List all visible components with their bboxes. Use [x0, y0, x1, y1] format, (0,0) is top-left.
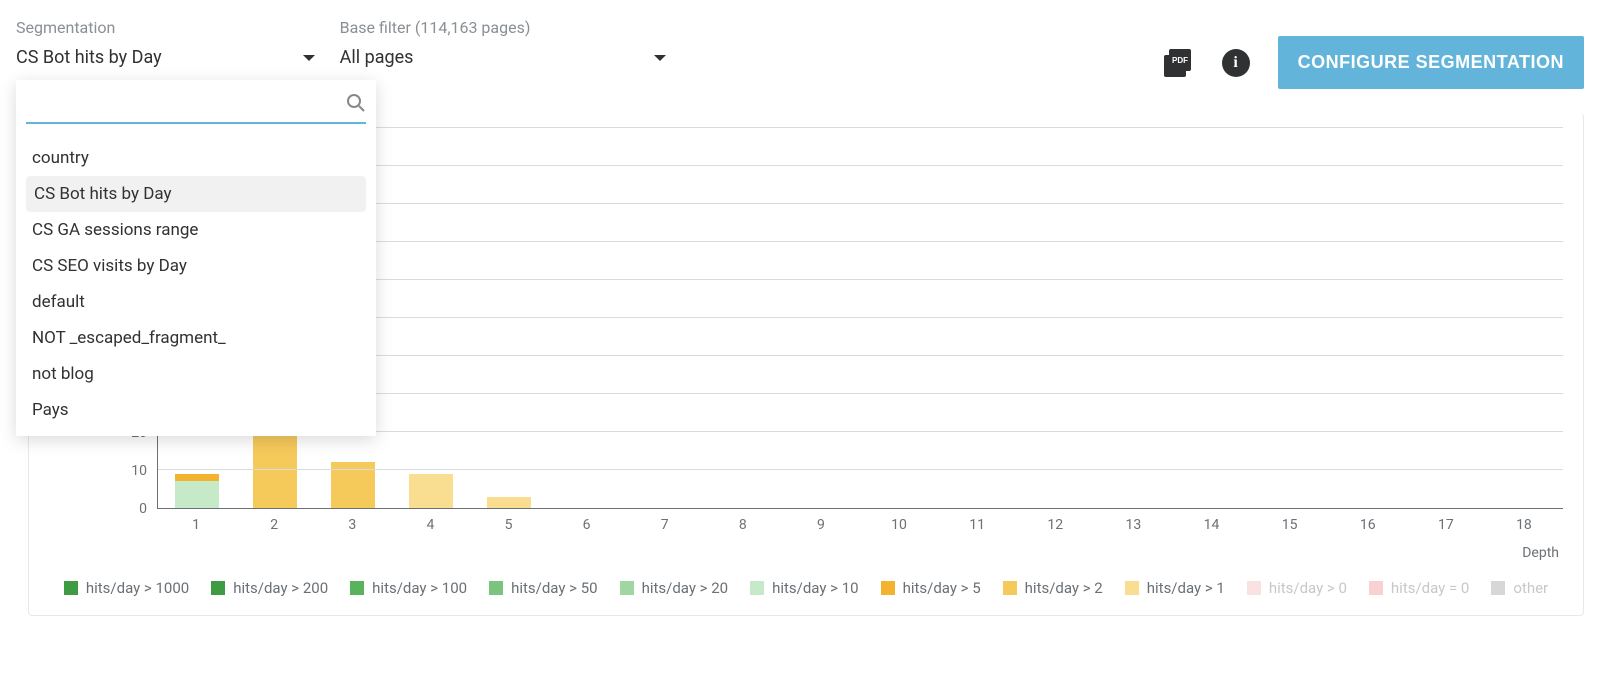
legend-label: hits/day = 0	[1391, 579, 1469, 597]
legend-item[interactable]: hits/day > 200	[211, 579, 328, 597]
legend-label: hits/day > 1	[1147, 579, 1225, 597]
dropdown-search-input[interactable]	[26, 92, 346, 118]
y-tick: 0	[39, 501, 147, 517]
legend-swatch	[750, 581, 764, 595]
basefilter-label: Base filter (114,163 pages)	[340, 18, 668, 37]
legend-swatch	[1369, 581, 1383, 595]
y-tick: 10	[39, 463, 147, 479]
x-tick: 11	[969, 517, 985, 533]
legend-item[interactable]: hits/day > 20	[620, 579, 729, 597]
legend-item[interactable]: hits/day > 10	[750, 579, 859, 597]
export-pdf-button[interactable]: PDF	[1164, 49, 1194, 77]
x-tick: 12	[1047, 517, 1063, 533]
dropdown-search	[26, 88, 366, 124]
legend-swatch	[881, 581, 895, 595]
x-tick: 2	[270, 517, 278, 533]
bar-segment	[409, 474, 453, 508]
x-tick: 13	[1126, 517, 1142, 533]
legend-label: hits/day > 1000	[86, 579, 189, 597]
bar-segment	[175, 481, 219, 508]
legend-item[interactable]: hits/day > 1000	[64, 579, 189, 597]
legend-item[interactable]: hits/day > 5	[881, 579, 981, 597]
caret-down-icon	[302, 54, 316, 62]
legend-item[interactable]: hits/day > 1	[1125, 579, 1225, 597]
legend-label: hits/day > 2	[1025, 579, 1103, 597]
bar[interactable]	[409, 474, 453, 508]
dropdown-item[interactable]: Pays	[16, 392, 376, 428]
legend-item[interactable]: other	[1491, 579, 1548, 597]
segmentation-filter: Segmentation CS Bot hits by Day	[16, 18, 316, 72]
legend-label: hits/day > 50	[511, 579, 598, 597]
legend-label: hits/day > 200	[233, 579, 328, 597]
legend-item[interactable]: hits/day > 50	[489, 579, 598, 597]
x-tick: 18	[1516, 517, 1532, 533]
dropdown-item[interactable]: NOT _escaped_fragment_	[16, 320, 376, 356]
dropdown-item[interactable]: CS SEO visits by Day	[16, 248, 376, 284]
caret-down-icon	[653, 54, 667, 62]
svg-text:PDF: PDF	[1172, 56, 1188, 65]
x-tick: 15	[1282, 517, 1298, 533]
legend-swatch	[211, 581, 225, 595]
bar-segment	[487, 497, 531, 508]
legend-swatch	[350, 581, 364, 595]
dropdown-item[interactable]: default	[16, 284, 376, 320]
x-tick: 10	[891, 517, 907, 533]
legend-label: hits/day > 100	[372, 579, 467, 597]
x-tick: 14	[1204, 517, 1220, 533]
legend: hits/day > 1000 hits/day > 200 hits/day > …	[49, 579, 1563, 597]
legend-item[interactable]: hits/day > 0	[1247, 579, 1347, 597]
dropdown-item[interactable]: not blog	[16, 356, 376, 392]
gridline	[158, 469, 1563, 470]
configure-segmentation-button[interactable]: CONFIGURE SEGMENTATION	[1278, 36, 1584, 89]
x-tick: 4	[426, 517, 434, 533]
top-actions: PDF i CONFIGURE SEGMENTATION	[1164, 36, 1584, 89]
legend-swatch	[1125, 581, 1139, 595]
legend-label: hits/day > 10	[772, 579, 859, 597]
legend-swatch	[489, 581, 503, 595]
legend-label: hits/day > 0	[1269, 579, 1347, 597]
legend-swatch	[1003, 581, 1017, 595]
basefilter-filter: Base filter (114,163 pages) All pages	[340, 18, 668, 72]
legend-swatch	[1491, 581, 1505, 595]
segmentation-dropdown-panel: countryCS Bot hits by DayCS GA sessions …	[16, 80, 376, 436]
x-tick: 1	[192, 517, 200, 533]
x-tick: 7	[661, 517, 669, 533]
legend-swatch	[64, 581, 78, 595]
dropdown-item[interactable]: country	[16, 140, 376, 176]
bar[interactable]	[487, 497, 531, 508]
info-icon: i	[1222, 49, 1250, 77]
x-tick: 8	[739, 517, 747, 533]
segmentation-label: Segmentation	[16, 18, 316, 37]
legend-swatch	[1247, 581, 1261, 595]
x-tick: 6	[583, 517, 591, 533]
legend-swatch	[620, 581, 634, 595]
legend-item[interactable]: hits/day > 100	[350, 579, 467, 597]
legend-label: hits/day > 5	[903, 579, 981, 597]
legend-item[interactable]: hits/day > 2	[1003, 579, 1103, 597]
legend-label: other	[1513, 579, 1548, 597]
x-tick: 3	[348, 517, 356, 533]
x-axis: 123456789101112131415161718	[157, 517, 1563, 539]
legend-item[interactable]: hits/day = 0	[1369, 579, 1469, 597]
segmentation-dropdown-trigger[interactable]: CS Bot hits by Day	[16, 43, 316, 72]
bar[interactable]	[175, 474, 219, 508]
legend-label: hits/day > 20	[642, 579, 729, 597]
dropdown-item[interactable]: CS GA sessions range	[16, 212, 376, 248]
x-tick: 9	[817, 517, 825, 533]
x-tick: 17	[1438, 517, 1454, 533]
x-axis-title: Depth	[49, 545, 1563, 561]
x-tick: 16	[1360, 517, 1376, 533]
search-icon	[346, 93, 366, 117]
basefilter-selected: All pages	[340, 47, 414, 68]
dropdown-item[interactable]: CS Bot hits by Day	[26, 176, 366, 212]
segmentation-selected: CS Bot hits by Day	[16, 47, 162, 68]
bar-segment	[175, 474, 219, 482]
x-tick: 5	[505, 517, 513, 533]
basefilter-dropdown-trigger[interactable]: All pages	[340, 43, 668, 72]
info-button[interactable]: i	[1222, 49, 1250, 77]
